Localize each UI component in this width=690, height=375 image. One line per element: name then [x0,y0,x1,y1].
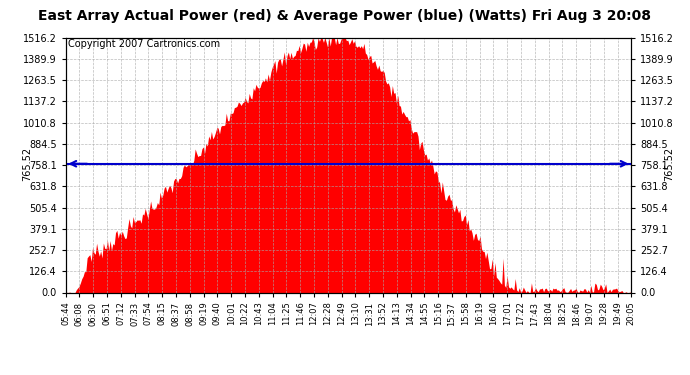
Text: Copyright 2007 Cartronics.com: Copyright 2007 Cartronics.com [68,39,221,49]
Text: 765.52: 765.52 [23,147,32,181]
Text: East Array Actual Power (red) & Average Power (blue) (Watts) Fri Aug 3 20:08: East Array Actual Power (red) & Average … [39,9,651,23]
Text: 765.52: 765.52 [664,147,674,181]
